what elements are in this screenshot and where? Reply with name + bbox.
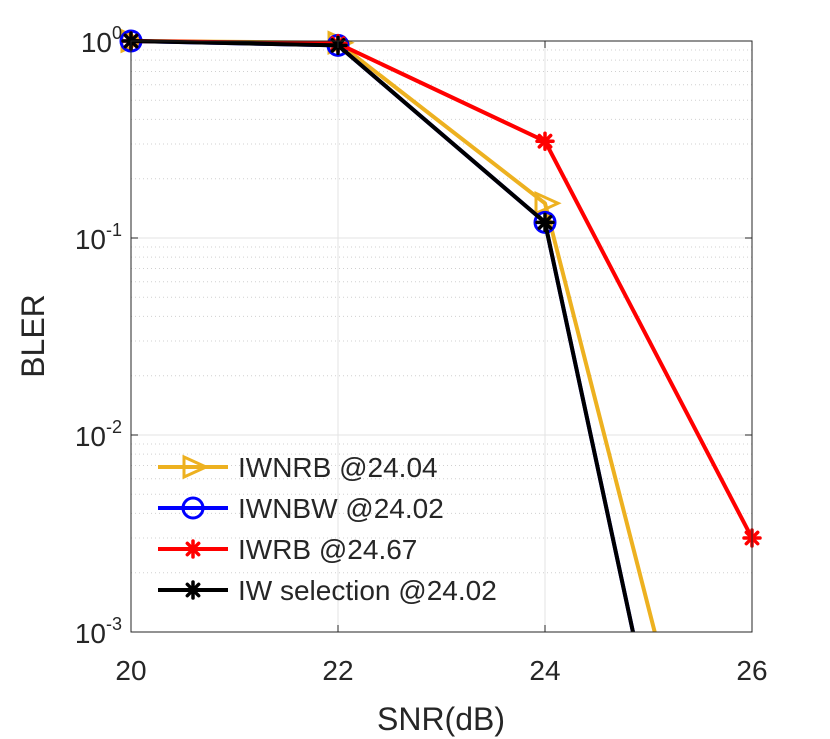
x-axis-ticks: 20 22 24 26 — [115, 41, 768, 686]
x-tick-label: 26 — [736, 655, 767, 686]
y-axis-label: BLER — [15, 294, 51, 378]
data-point — [182, 454, 210, 480]
legend-label: IWNBW @24.02 — [238, 493, 444, 524]
data-point — [534, 190, 562, 216]
legend-item: IWNRB @24.04 — [158, 452, 438, 483]
x-axis-label: SNR(dB) — [377, 701, 505, 737]
x-tick-label: 20 — [115, 655, 146, 686]
data-point — [181, 496, 205, 520]
x-tick-label: 22 — [322, 655, 353, 686]
y-tick-label: 10-2 — [75, 417, 122, 452]
y-axis-ticks: 100 10-1 10-2 10-3 — [75, 23, 752, 649]
legend-label: IWRB @24.67 — [238, 534, 417, 565]
y-tick-label: 10-1 — [75, 220, 122, 255]
series-4 — [121, 31, 635, 633]
legend: IWNRB @24.04 IWNBW @24.02 IWRB @24.67 IW se… — [158, 452, 497, 606]
y-tick-label: 100 — [81, 23, 122, 58]
series-layer — [119, 28, 762, 633]
legend-item: IWNBW @24.02 — [158, 493, 444, 524]
legend-label: IWNRB @24.04 — [238, 452, 438, 483]
plot-area — [131, 41, 752, 632]
plot-frame — [130, 40, 753, 633]
data-point — [535, 212, 555, 233]
data-point — [183, 580, 203, 600]
legend-label: IW selection @24.02 — [238, 575, 497, 606]
legend-item: IWRB @24.67 — [158, 534, 417, 565]
data-point — [535, 131, 555, 151]
x-tick-label: 24 — [529, 655, 560, 686]
y-tick-label: 10-3 — [75, 614, 122, 649]
series-line — [130, 39, 635, 633]
data-point — [183, 539, 203, 559]
legend-item: IW selection @24.02 — [158, 575, 497, 606]
data-point — [533, 210, 557, 234]
